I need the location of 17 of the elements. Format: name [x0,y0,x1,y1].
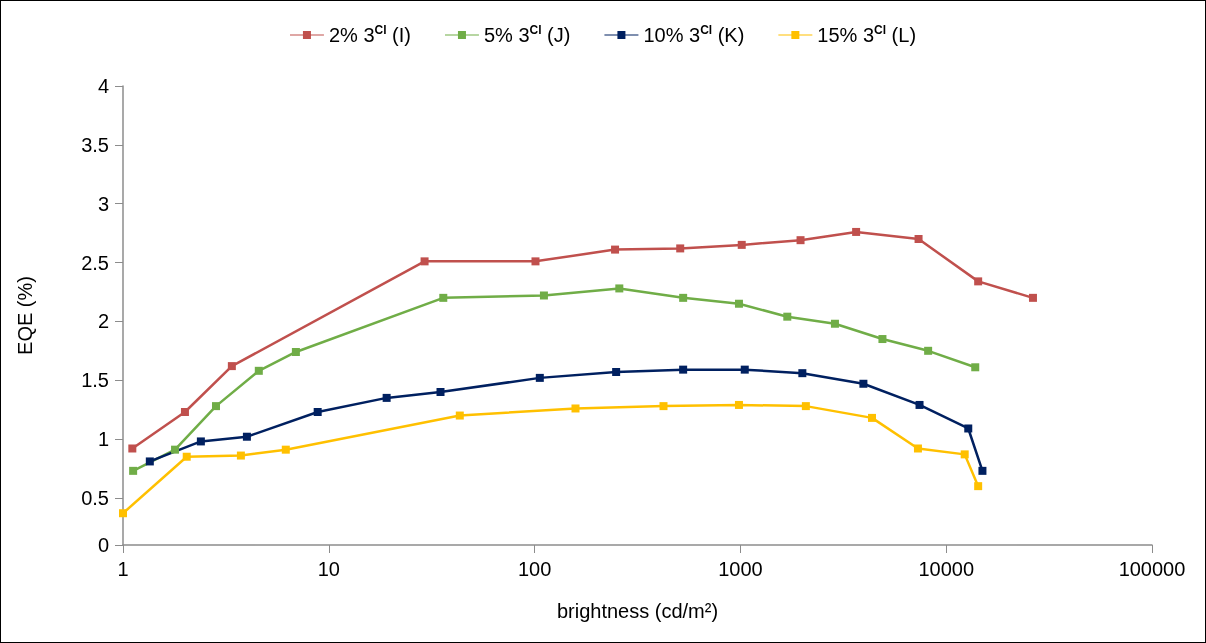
y-axis-title: EQE (%) [14,276,36,355]
y-tick-label: 0 [97,534,109,556]
y-tick-label: 0.5 [81,486,109,509]
x-axis-title: brightness (cd/m²) [556,600,719,622]
x-tick-label: 10 [317,558,340,580]
y-tick-label: 1 [97,428,109,451]
y-tick-label: 2 [97,310,109,333]
y-tick-label: 3.5 [81,133,109,156]
x-tick-label: 1000 [718,558,763,580]
y-tick-label: 3 [97,192,109,215]
x-tick-label: 10000 [918,558,975,580]
y-tick-label: 2.5 [81,251,109,274]
y-tick-label: 4 [97,75,109,97]
x-tick-label: 100 [517,558,552,580]
y-tick-label: 1.5 [81,369,109,392]
x-tick-label: 1 [117,558,129,580]
x-tick-label: 100000 [1118,558,1186,580]
